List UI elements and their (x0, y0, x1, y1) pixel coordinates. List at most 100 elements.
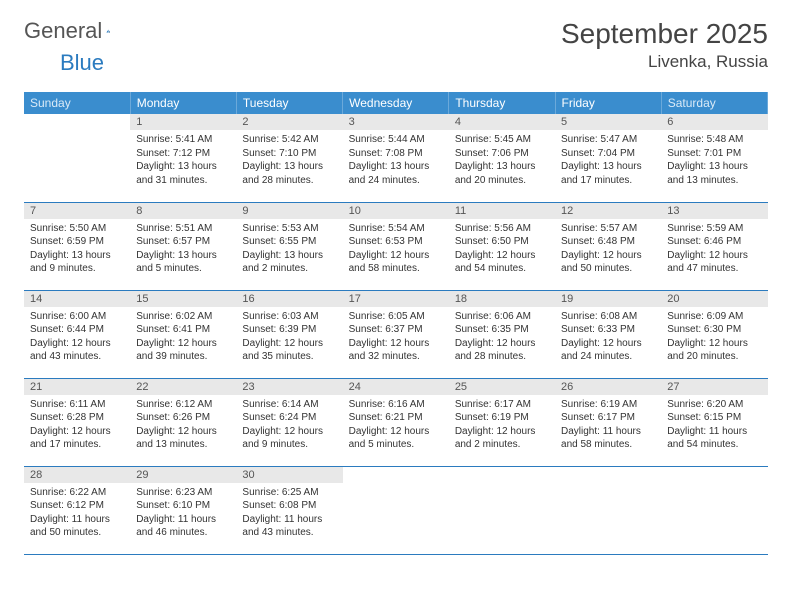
day-number: 19 (555, 291, 661, 307)
day-details: Sunrise: 5:48 AMSunset: 7:01 PMDaylight:… (661, 130, 767, 191)
day-number (343, 467, 449, 471)
day-number: 26 (555, 379, 661, 395)
calendar-week-row: 21Sunrise: 6:11 AMSunset: 6:28 PMDayligh… (24, 378, 768, 466)
calendar-day-cell: 17Sunrise: 6:05 AMSunset: 6:37 PMDayligh… (343, 290, 449, 378)
day-number: 7 (24, 203, 130, 219)
calendar-day-cell: 5Sunrise: 5:47 AMSunset: 7:04 PMDaylight… (555, 114, 661, 202)
day-details: Sunrise: 6:02 AMSunset: 6:41 PMDaylight:… (130, 307, 236, 368)
day-details: Sunrise: 6:08 AMSunset: 6:33 PMDaylight:… (555, 307, 661, 368)
day-details: Sunrise: 6:05 AMSunset: 6:37 PMDaylight:… (343, 307, 449, 368)
weekday-header: Tuesday (236, 92, 342, 114)
calendar-day-cell: 14Sunrise: 6:00 AMSunset: 6:44 PMDayligh… (24, 290, 130, 378)
day-number: 27 (661, 379, 767, 395)
day-number: 18 (449, 291, 555, 307)
calendar-table: Sunday Monday Tuesday Wednesday Thursday… (24, 92, 768, 555)
day-details: Sunrise: 5:47 AMSunset: 7:04 PMDaylight:… (555, 130, 661, 191)
day-number: 2 (236, 114, 342, 130)
calendar-day-cell (343, 466, 449, 554)
calendar-day-cell: 21Sunrise: 6:11 AMSunset: 6:28 PMDayligh… (24, 378, 130, 466)
day-number (449, 467, 555, 471)
day-details: Sunrise: 6:11 AMSunset: 6:28 PMDaylight:… (24, 395, 130, 456)
calendar-day-cell: 20Sunrise: 6:09 AMSunset: 6:30 PMDayligh… (661, 290, 767, 378)
day-details: Sunrise: 5:53 AMSunset: 6:55 PMDaylight:… (236, 219, 342, 280)
day-details: Sunrise: 5:54 AMSunset: 6:53 PMDaylight:… (343, 219, 449, 280)
calendar-day-cell (449, 466, 555, 554)
day-details: Sunrise: 6:00 AMSunset: 6:44 PMDaylight:… (24, 307, 130, 368)
calendar-day-cell: 22Sunrise: 6:12 AMSunset: 6:26 PMDayligh… (130, 378, 236, 466)
day-details: Sunrise: 6:06 AMSunset: 6:35 PMDaylight:… (449, 307, 555, 368)
calendar-day-cell: 12Sunrise: 5:57 AMSunset: 6:48 PMDayligh… (555, 202, 661, 290)
calendar-day-cell: 11Sunrise: 5:56 AMSunset: 6:50 PMDayligh… (449, 202, 555, 290)
calendar-day-cell (24, 114, 130, 202)
calendar-day-cell: 27Sunrise: 6:20 AMSunset: 6:15 PMDayligh… (661, 378, 767, 466)
day-number (24, 114, 130, 118)
day-details: Sunrise: 6:16 AMSunset: 6:21 PMDaylight:… (343, 395, 449, 456)
day-number: 21 (24, 379, 130, 395)
day-details: Sunrise: 6:14 AMSunset: 6:24 PMDaylight:… (236, 395, 342, 456)
day-details: Sunrise: 6:22 AMSunset: 6:12 PMDaylight:… (24, 483, 130, 544)
day-number: 1 (130, 114, 236, 130)
day-details: Sunrise: 6:25 AMSunset: 6:08 PMDaylight:… (236, 483, 342, 544)
day-number (661, 467, 767, 471)
calendar-day-cell (555, 466, 661, 554)
day-number: 15 (130, 291, 236, 307)
day-number: 28 (24, 467, 130, 483)
calendar-day-cell: 3Sunrise: 5:44 AMSunset: 7:08 PMDaylight… (343, 114, 449, 202)
day-details: Sunrise: 5:44 AMSunset: 7:08 PMDaylight:… (343, 130, 449, 191)
day-number: 8 (130, 203, 236, 219)
calendar-day-cell: 1Sunrise: 5:41 AMSunset: 7:12 PMDaylight… (130, 114, 236, 202)
day-details: Sunrise: 6:23 AMSunset: 6:10 PMDaylight:… (130, 483, 236, 544)
day-number: 13 (661, 203, 767, 219)
calendar-day-cell: 19Sunrise: 6:08 AMSunset: 6:33 PMDayligh… (555, 290, 661, 378)
calendar-day-cell: 28Sunrise: 6:22 AMSunset: 6:12 PMDayligh… (24, 466, 130, 554)
day-number: 23 (236, 379, 342, 395)
calendar-day-cell: 13Sunrise: 5:59 AMSunset: 6:46 PMDayligh… (661, 202, 767, 290)
calendar-day-cell: 6Sunrise: 5:48 AMSunset: 7:01 PMDaylight… (661, 114, 767, 202)
day-number: 5 (555, 114, 661, 130)
day-number: 24 (343, 379, 449, 395)
brand-logo: General (24, 18, 132, 44)
day-details: Sunrise: 6:19 AMSunset: 6:17 PMDaylight:… (555, 395, 661, 456)
weekday-header: Wednesday (343, 92, 449, 114)
weekday-header: Sunday (24, 92, 130, 114)
calendar-day-cell: 2Sunrise: 5:42 AMSunset: 7:10 PMDaylight… (236, 114, 342, 202)
day-details: Sunrise: 5:57 AMSunset: 6:48 PMDaylight:… (555, 219, 661, 280)
day-number: 14 (24, 291, 130, 307)
calendar-week-row: 7Sunrise: 5:50 AMSunset: 6:59 PMDaylight… (24, 202, 768, 290)
day-details: Sunrise: 6:03 AMSunset: 6:39 PMDaylight:… (236, 307, 342, 368)
day-number: 16 (236, 291, 342, 307)
day-number: 25 (449, 379, 555, 395)
calendar-day-cell: 15Sunrise: 6:02 AMSunset: 6:41 PMDayligh… (130, 290, 236, 378)
day-details: Sunrise: 5:51 AMSunset: 6:57 PMDaylight:… (130, 219, 236, 280)
weekday-header-row: Sunday Monday Tuesday Wednesday Thursday… (24, 92, 768, 114)
day-details: Sunrise: 6:09 AMSunset: 6:30 PMDaylight:… (661, 307, 767, 368)
day-number: 4 (449, 114, 555, 130)
calendar-day-cell: 24Sunrise: 6:16 AMSunset: 6:21 PMDayligh… (343, 378, 449, 466)
weekday-header: Thursday (449, 92, 555, 114)
day-number: 22 (130, 379, 236, 395)
day-number: 12 (555, 203, 661, 219)
day-details: Sunrise: 5:41 AMSunset: 7:12 PMDaylight:… (130, 130, 236, 191)
calendar-day-cell: 16Sunrise: 6:03 AMSunset: 6:39 PMDayligh… (236, 290, 342, 378)
calendar-day-cell: 26Sunrise: 6:19 AMSunset: 6:17 PMDayligh… (555, 378, 661, 466)
calendar-day-cell (661, 466, 767, 554)
calendar-week-row: 28Sunrise: 6:22 AMSunset: 6:12 PMDayligh… (24, 466, 768, 554)
calendar-day-cell: 29Sunrise: 6:23 AMSunset: 6:10 PMDayligh… (130, 466, 236, 554)
brand-word1: General (24, 18, 102, 44)
weekday-header: Saturday (661, 92, 767, 114)
day-number: 9 (236, 203, 342, 219)
day-details: Sunrise: 5:45 AMSunset: 7:06 PMDaylight:… (449, 130, 555, 191)
day-number: 20 (661, 291, 767, 307)
day-number: 3 (343, 114, 449, 130)
calendar-day-cell: 25Sunrise: 6:17 AMSunset: 6:19 PMDayligh… (449, 378, 555, 466)
brand-word2: Blue (60, 50, 792, 76)
day-details: Sunrise: 5:59 AMSunset: 6:46 PMDaylight:… (661, 219, 767, 280)
day-number: 6 (661, 114, 767, 130)
month-title: September 2025 (561, 18, 768, 50)
day-details: Sunrise: 6:20 AMSunset: 6:15 PMDaylight:… (661, 395, 767, 456)
sail-icon (106, 21, 110, 41)
calendar-week-row: 1Sunrise: 5:41 AMSunset: 7:12 PMDaylight… (24, 114, 768, 202)
day-details: Sunrise: 6:17 AMSunset: 6:19 PMDaylight:… (449, 395, 555, 456)
day-number: 11 (449, 203, 555, 219)
day-number: 10 (343, 203, 449, 219)
